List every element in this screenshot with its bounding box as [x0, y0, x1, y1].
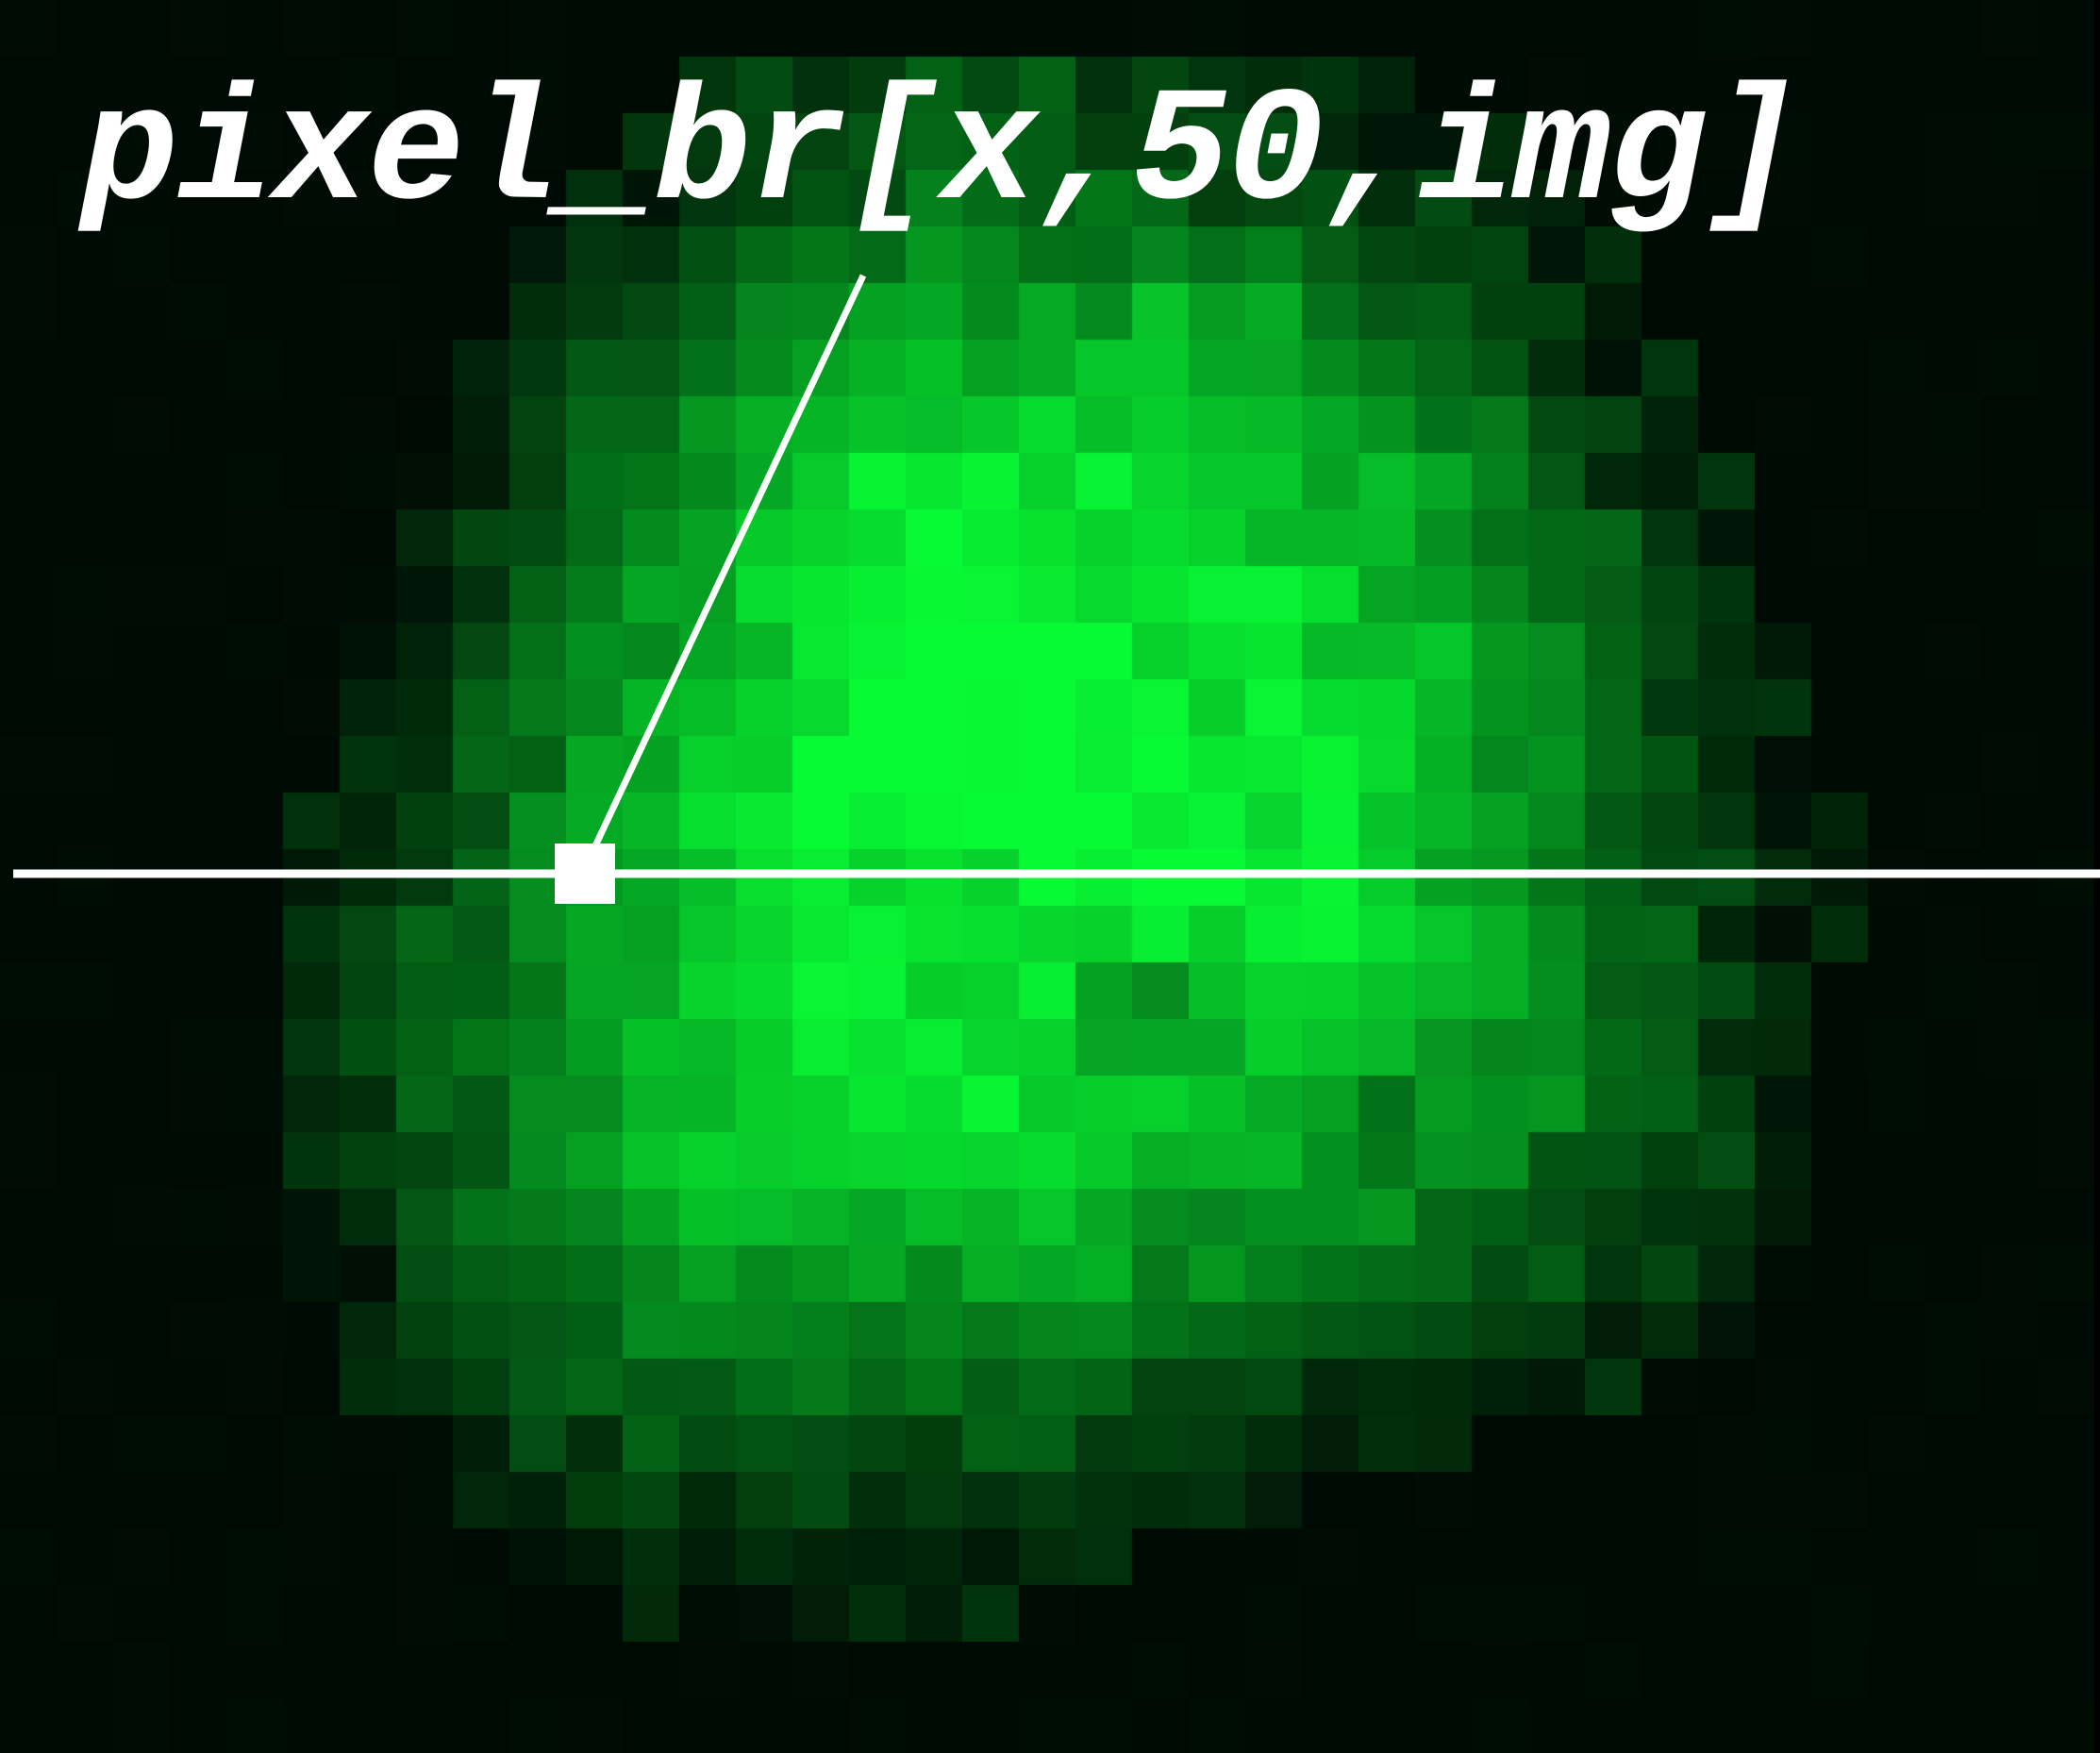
annotation-leader-line [581, 274, 867, 870]
selected-pixel-marker [555, 843, 615, 904]
pixel-annotation-label: pixel_br[x,50,img] [81, 62, 1802, 246]
